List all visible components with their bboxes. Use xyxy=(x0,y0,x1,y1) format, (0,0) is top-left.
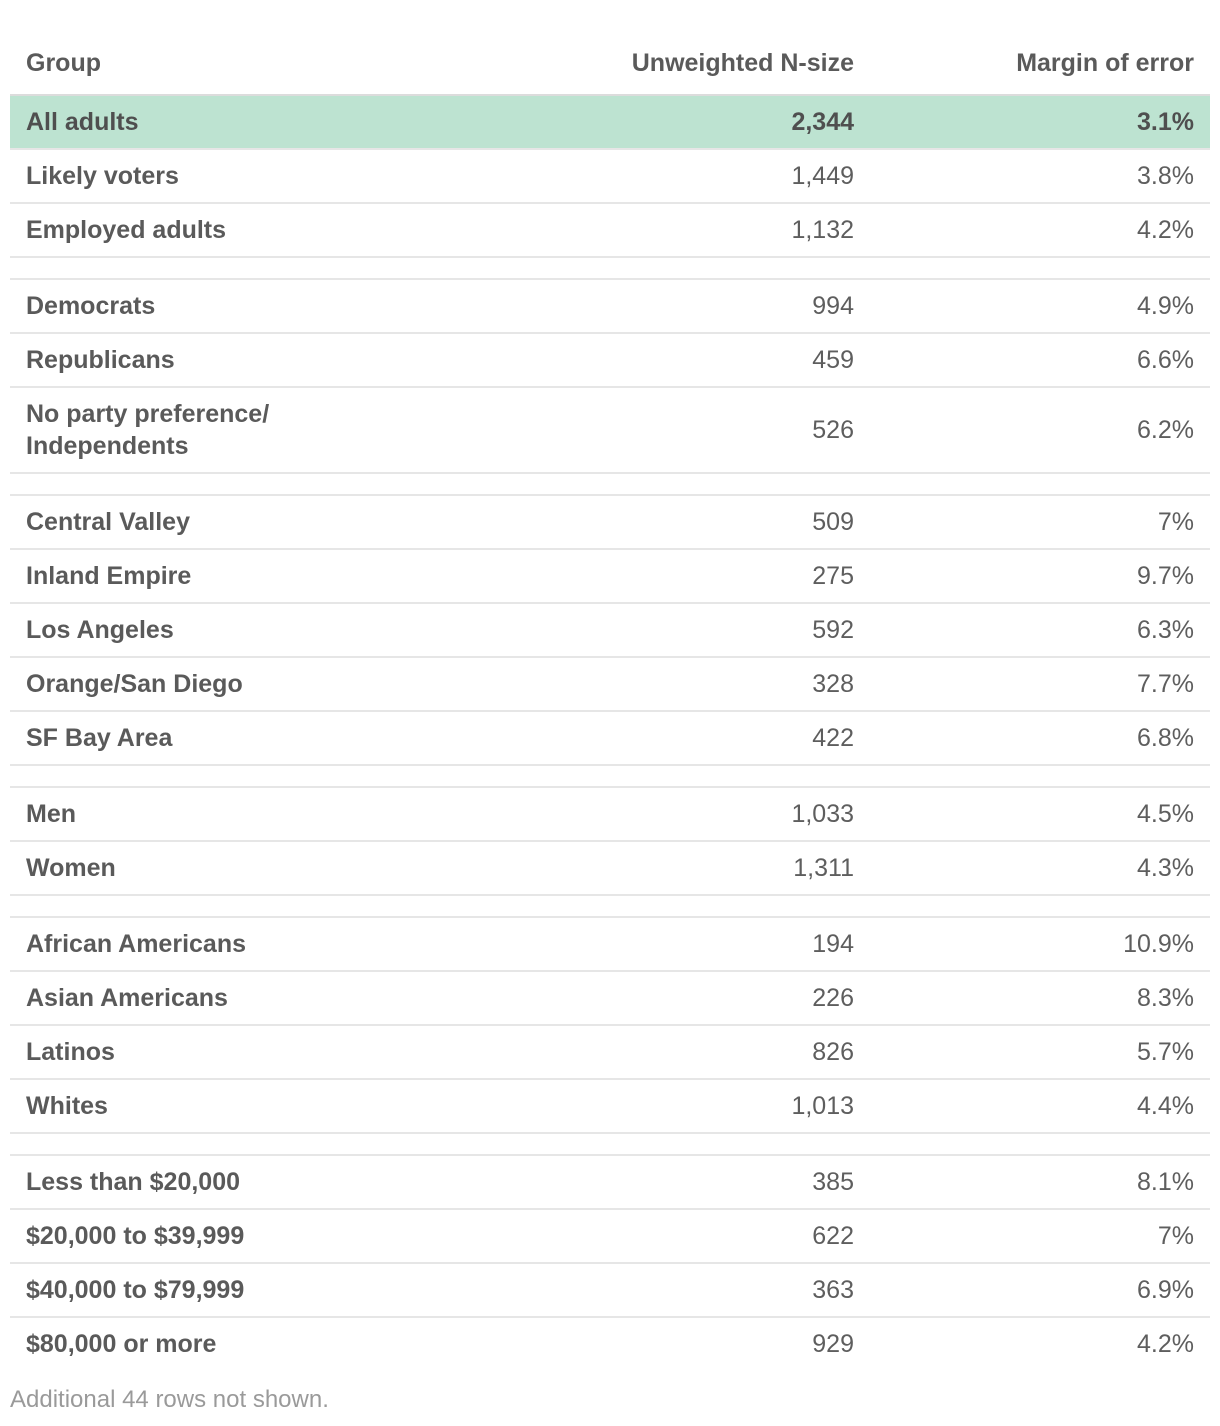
column-header-n-size[interactable]: Unweighted N-size xyxy=(550,32,870,96)
cell-margin-of-error: 4.5% xyxy=(870,787,1210,842)
cell-margin-of-error: 6.9% xyxy=(870,1263,1210,1318)
cell-group: Men xyxy=(10,787,550,842)
cell-margin-of-error: 9.7% xyxy=(870,549,1210,604)
cell-n-size: 275 xyxy=(550,549,870,604)
table-row: SF Bay Area 422 6.8% xyxy=(10,711,1210,766)
cell-group: Likely voters xyxy=(10,149,550,204)
cell-margin-of-error: 7% xyxy=(870,1209,1210,1264)
cell-n-size: 509 xyxy=(550,495,870,550)
cell-group: Employed adults xyxy=(10,203,550,258)
cell-group: Asian Americans xyxy=(10,971,550,1026)
cell-n-size: 385 xyxy=(550,1155,870,1210)
table-row: Women 1,311 4.3% xyxy=(10,841,1210,896)
group-divider xyxy=(10,895,1210,918)
table-row: Orange/San Diego 328 7.7% xyxy=(10,657,1210,712)
table-row: $80,000 or more 929 4.2% xyxy=(10,1317,1210,1370)
cell-n-size: 226 xyxy=(550,971,870,1026)
group-divider xyxy=(10,765,1210,788)
cell-margin-of-error: 7% xyxy=(870,495,1210,550)
cell-group: Democrats xyxy=(10,279,550,334)
cell-n-size: 363 xyxy=(550,1263,870,1318)
table-row: Latinos 826 5.7% xyxy=(10,1025,1210,1080)
cell-margin-of-error: 10.9% xyxy=(870,917,1210,972)
cell-margin-of-error: 6.8% xyxy=(870,711,1210,766)
cell-margin-of-error: 6.2% xyxy=(870,387,1210,474)
group-divider xyxy=(10,257,1210,280)
cell-margin-of-error: 3.8% xyxy=(870,149,1210,204)
cell-group: Los Angeles xyxy=(10,603,550,658)
cell-group: Whites xyxy=(10,1079,550,1134)
cell-n-size: 592 xyxy=(550,603,870,658)
group-divider xyxy=(10,1133,1210,1156)
table-row: $20,000 to $39,999 622 7% xyxy=(10,1209,1210,1264)
header-row: Group Unweighted N-size Margin of error xyxy=(10,32,1210,96)
cell-margin-of-error: 5.7% xyxy=(870,1025,1210,1080)
cell-margin-of-error: 4.4% xyxy=(870,1079,1210,1134)
data-table-container: Group Unweighted N-size Margin of error … xyxy=(10,32,1210,1370)
cell-group: Latinos xyxy=(10,1025,550,1080)
cell-n-size: 622 xyxy=(550,1209,870,1264)
cell-group: Inland Empire xyxy=(10,549,550,604)
cell-group: $40,000 to $79,999 xyxy=(10,1263,550,1318)
table-row: African Americans 194 10.9% xyxy=(10,917,1210,972)
cell-group: Women xyxy=(10,841,550,896)
cell-margin-of-error: 4.9% xyxy=(870,279,1210,334)
data-table: Group Unweighted N-size Margin of error … xyxy=(10,32,1210,1370)
cell-n-size: 1,311 xyxy=(550,841,870,896)
table-row: Los Angeles 592 6.3% xyxy=(10,603,1210,658)
cell-margin-of-error: 6.3% xyxy=(870,603,1210,658)
table-row: Whites 1,013 4.4% xyxy=(10,1079,1210,1134)
group-divider xyxy=(10,473,1210,496)
cell-group: African Americans xyxy=(10,917,550,972)
table-row: Democrats 994 4.9% xyxy=(10,279,1210,334)
cell-n-size: 1,013 xyxy=(550,1079,870,1134)
cell-margin-of-error: 8.1% xyxy=(870,1155,1210,1210)
table-row: Men 1,033 4.5% xyxy=(10,787,1210,842)
table-row: Central Valley 509 7% xyxy=(10,495,1210,550)
cell-margin-of-error: 3.1% xyxy=(870,95,1210,150)
cell-n-size: 929 xyxy=(812,1330,854,1358)
cell-n-size: 994 xyxy=(550,279,870,334)
cell-group: Central Valley xyxy=(10,495,550,550)
table-body: All adults 2,344 3.1% Likely voters 1,44… xyxy=(10,95,1210,1370)
table-header: Group Unweighted N-size Margin of error xyxy=(10,32,1210,96)
cell-n-size: 826 xyxy=(550,1025,870,1080)
cell-margin-of-error: 4.3% xyxy=(870,841,1210,896)
table-row: Inland Empire 275 9.7% xyxy=(10,549,1210,604)
cell-n-size: 194 xyxy=(550,917,870,972)
cell-n-size: 2,344 xyxy=(550,95,870,150)
table-row: $40,000 to $79,999 363 6.9% xyxy=(10,1263,1210,1318)
cell-group: Less than $20,000 xyxy=(10,1155,550,1210)
cell-group: Orange/San Diego xyxy=(10,657,550,712)
cell-n-size: 526 xyxy=(550,387,870,474)
cell-group: Republicans xyxy=(10,333,550,388)
cell-n-size: 459 xyxy=(550,333,870,388)
column-header-group[interactable]: Group xyxy=(10,32,550,96)
column-header-margin-of-error[interactable]: Margin of error xyxy=(870,32,1210,96)
cell-group: $80,000 or more xyxy=(26,1330,217,1358)
cell-n-size: 1,132 xyxy=(550,203,870,258)
table-row: Republicans 459 6.6% xyxy=(10,333,1210,388)
cell-margin-of-error: 6.6% xyxy=(870,333,1210,388)
cell-group: SF Bay Area xyxy=(10,711,550,766)
cell-n-size: 1,033 xyxy=(550,787,870,842)
cell-margin-of-error: 4.2% xyxy=(1137,1330,1194,1358)
table-row: Asian Americans 226 8.3% xyxy=(10,971,1210,1026)
cell-margin-of-error: 4.2% xyxy=(870,203,1210,258)
table-row: Less than $20,000 385 8.1% xyxy=(10,1155,1210,1210)
table-row: Employed adults 1,132 4.2% xyxy=(10,203,1210,258)
cell-n-size: 1,449 xyxy=(550,149,870,204)
cell-margin-of-error: 7.7% xyxy=(870,657,1210,712)
cell-group: All adults xyxy=(10,95,550,150)
cell-group: $20,000 to $39,999 xyxy=(10,1209,550,1264)
cell-group: No party preference/ Independents xyxy=(10,387,550,474)
cell-n-size: 422 xyxy=(550,711,870,766)
table-row: Likely voters 1,449 3.8% xyxy=(10,149,1210,204)
cell-margin-of-error: 8.3% xyxy=(870,971,1210,1026)
table-row: No party preference/ Independents 526 6.… xyxy=(10,387,1210,474)
cell-n-size: 328 xyxy=(550,657,870,712)
footnote: Additional 44 rows not shown. xyxy=(10,1386,329,1413)
table-row-highlighted: All adults 2,344 3.1% xyxy=(10,95,1210,150)
